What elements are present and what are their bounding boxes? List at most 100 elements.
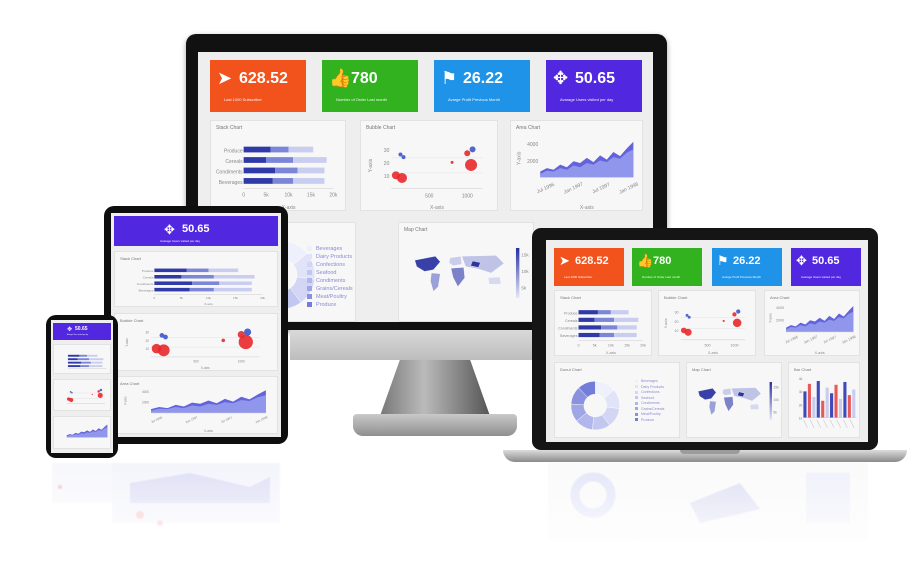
stat-card-visitors[interactable]: ✥ 50.65 Avarage Users visited per day bbox=[53, 323, 111, 340]
stat-card-subscribers[interactable]: ➤ 628.52 Last 1000 Subscriber bbox=[210, 60, 306, 112]
stack-bar bbox=[288, 146, 314, 153]
stack-bar bbox=[578, 325, 602, 330]
area-series bbox=[540, 149, 634, 178]
y-axis-title: Y-axis bbox=[516, 151, 522, 165]
laptop-dashboard-screen: ➤ 628.52 Last 1000 Subscriber 👍 780 Numb… bbox=[546, 240, 868, 442]
tablet-dashboard-screen: ✥ 50.65 Avarage Users visited per day St… bbox=[111, 213, 281, 437]
stack-bar bbox=[77, 358, 89, 361]
legend-item: Confections bbox=[635, 390, 664, 396]
stat-value: 780 bbox=[653, 255, 672, 267]
x-tick-label: 1000 bbox=[462, 193, 473, 199]
y-tick-label: 20 bbox=[675, 320, 679, 324]
x-tick-label: 0 bbox=[154, 296, 156, 300]
stack-chart-panel: Stack Chart Produce Cereals Condiments Beve… bbox=[554, 290, 652, 356]
y-tick-label: 4k bbox=[799, 377, 803, 381]
stat-value: 50.65 bbox=[75, 326, 88, 332]
y-tick-label: 30 bbox=[675, 310, 679, 314]
stack-bar bbox=[243, 167, 276, 174]
stack-bar bbox=[67, 365, 81, 368]
panel-title: Bubble Chart bbox=[664, 295, 688, 300]
bubble-chart-svg: 500 1000 10 20 30 X-axis Y-axis bbox=[368, 146, 483, 210]
stack-bar bbox=[594, 317, 615, 322]
stack-bar bbox=[87, 354, 98, 357]
stat-card-profit[interactable]: ⚑ 26.22 Avarge Profit Previous Month bbox=[712, 248, 782, 286]
stack-chart-panel bbox=[53, 344, 111, 374]
bubble-point bbox=[244, 328, 252, 336]
bar bbox=[847, 395, 851, 418]
stack-bar bbox=[213, 287, 252, 292]
stack-bar bbox=[601, 325, 618, 330]
scale-tick-label: 5k bbox=[521, 286, 527, 291]
legend-item: Seafood bbox=[635, 396, 664, 402]
category-label: Produce bbox=[224, 148, 243, 154]
x-tick-label: Jul 1996 bbox=[785, 335, 799, 344]
x-axis-title: X-axis bbox=[204, 302, 213, 306]
donut-legend: Beverages Dairy Products Confections Sea… bbox=[307, 245, 353, 309]
category-label: Cereals bbox=[225, 159, 243, 165]
legend-item: Meat/Poultry bbox=[635, 412, 664, 418]
bar-chart-svg: 4k 3k 2k 1k bbox=[799, 377, 857, 428]
map-chart-svg: 15k 10k 5k bbox=[697, 382, 779, 420]
scale-tick-label: 10k bbox=[521, 269, 529, 274]
stat-value: 780 bbox=[351, 70, 378, 87]
stat-card-visitors[interactable]: ✥ 50.65 Avarage Users visited per day bbox=[546, 60, 642, 112]
stat-card-visitors[interactable]: ✥ 50.65 Avarage Users visited per day bbox=[114, 216, 278, 246]
crosshair-icon: ✥ bbox=[553, 68, 569, 88]
stack-bar bbox=[272, 178, 294, 184]
crosshair-icon: ✥ bbox=[67, 327, 73, 333]
legend-item: Beverages bbox=[635, 379, 664, 385]
stack-bar bbox=[67, 358, 78, 361]
map-region bbox=[697, 388, 717, 400]
crosshair-icon: ✥ bbox=[796, 253, 807, 268]
legend-label: Beverages bbox=[641, 379, 658, 383]
stack-chart-panel: Stack Chart Produce Cereals Condiments Beve… bbox=[114, 251, 278, 307]
bar bbox=[812, 397, 816, 418]
stack-bar bbox=[80, 365, 89, 368]
panel-title: Area Chart bbox=[120, 381, 140, 386]
stat-card-orders[interactable]: 👍 780 Number of Order Last month bbox=[322, 60, 418, 112]
x-tick-mark bbox=[849, 419, 855, 428]
legend-label: Seafood bbox=[641, 395, 655, 400]
map-region bbox=[709, 400, 717, 416]
legend-item: Confections bbox=[307, 261, 353, 269]
legend-item: Dairy Products bbox=[307, 253, 353, 261]
y-tick-label: 2000 bbox=[776, 318, 784, 322]
area-chart-svg: Jul 1996 Jan 1997 Jul 1997 Jan 1998 2000 4000… bbox=[123, 390, 268, 433]
x-axis-title: X-axis bbox=[201, 366, 210, 370]
panel-title: Stack Chart bbox=[560, 295, 581, 300]
stat-label: Avarge Profit Previous Month bbox=[722, 275, 761, 279]
y-tick-label: 1k bbox=[799, 416, 803, 420]
stack-bar bbox=[67, 354, 80, 357]
bubble-point bbox=[163, 334, 168, 340]
bubble-point bbox=[159, 333, 165, 338]
legend-item: Condiments bbox=[307, 277, 353, 285]
stack-bar bbox=[90, 361, 103, 364]
stat-card-profit[interactable]: ⚑ 26.22 Avarge Profit Previous Month bbox=[434, 60, 530, 112]
stack-bar bbox=[275, 167, 298, 174]
x-tick-label: 5k bbox=[263, 193, 269, 199]
thumbs-up-icon: 👍 bbox=[637, 253, 654, 268]
bubble-point bbox=[238, 334, 253, 350]
stack-bar bbox=[266, 157, 294, 163]
bubble-chart-panel: Bubble Chart 500 1000 10 20 30 X-axis Y-axis bbox=[114, 313, 278, 371]
stack-chart-panel: Stack Chart Produce Cereals Condiments Beve… bbox=[210, 120, 346, 211]
map-chart-panel: Map Chart 15k 10k 5k bbox=[398, 222, 534, 322]
bubble-point bbox=[732, 312, 737, 317]
stat-value: 26.22 bbox=[733, 255, 761, 267]
flag-icon: ⚑ bbox=[441, 68, 458, 88]
bar bbox=[821, 400, 825, 418]
stack-bar bbox=[610, 310, 629, 315]
bar bbox=[834, 384, 838, 418]
bubble-chart-panel: Bubble Chart 500 1000 10 20 30 X-axis Y-axis bbox=[658, 290, 756, 356]
panel-title: Map Chart bbox=[404, 227, 428, 233]
stat-card-orders[interactable]: 👍 780 Number of Order Last month bbox=[632, 248, 702, 286]
map-region bbox=[461, 255, 505, 274]
panel-title: Map Chart bbox=[692, 367, 711, 372]
stat-card-visitors[interactable]: ✥ 50.65 Avarage Users visited per day bbox=[791, 248, 861, 286]
map-region bbox=[414, 256, 441, 272]
area-chart-svg: Jul 1996 Jan 1997 Jul 1997 Jan 1998 2000 4000… bbox=[516, 141, 640, 210]
bubble-point bbox=[450, 160, 454, 164]
stack-bar bbox=[599, 332, 615, 338]
stat-card-subscribers[interactable]: ➤ 628.52 Last 1000 Subscriber bbox=[554, 248, 624, 286]
